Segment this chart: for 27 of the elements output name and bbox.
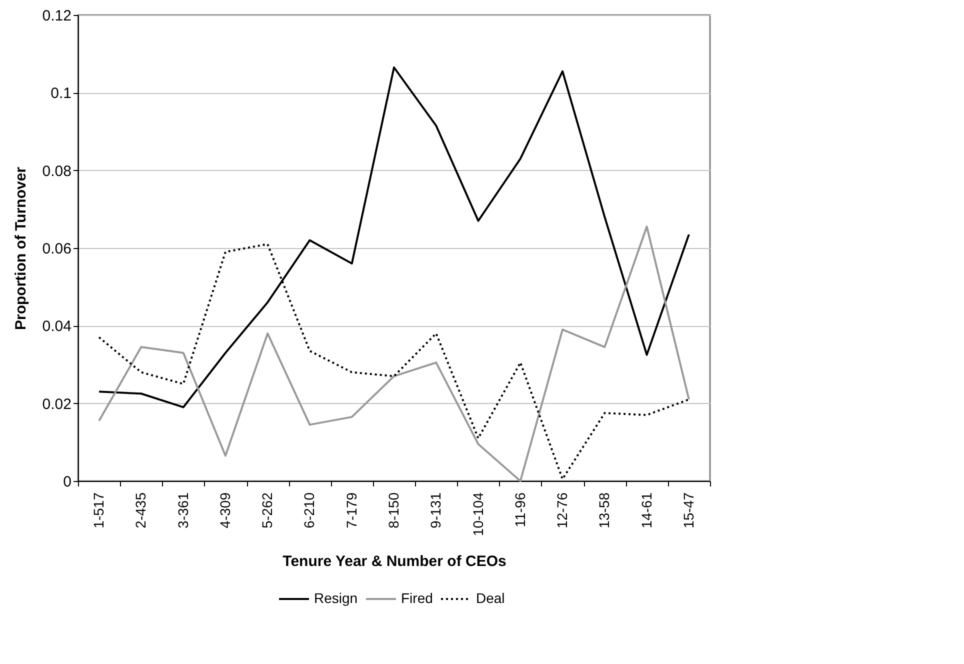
x-tick-label: 11-96 <box>512 492 528 528</box>
x-tick-label: 5-262 <box>259 492 276 528</box>
y-tick-label: 0.02 <box>42 396 72 413</box>
y-tick-label: 0.04 <box>42 318 72 336</box>
y-tick-label: 0 <box>63 474 72 490</box>
x-tick-label: 9-131 <box>428 492 444 528</box>
x-tick-label: 1-517 <box>90 492 107 528</box>
x-tick-label: 4-309 <box>216 492 233 528</box>
x-tick-label: 3-361 <box>174 492 191 528</box>
y-tick-label: 0.12 <box>42 8 72 24</box>
x-tick-label: 2-435 <box>132 492 149 528</box>
x-tick-label: 10-104 <box>470 492 486 536</box>
x-tick-label: 6-210 <box>301 492 318 528</box>
legend-label: Fired <box>401 590 433 606</box>
x-tick-label: 14-61 <box>638 492 654 528</box>
x-tick-label: 13-58 <box>596 492 612 528</box>
x-tick-label: 7-179 <box>343 492 360 528</box>
y-tick-label: 0.08 <box>42 162 72 180</box>
y-axis-title: Proportion of Turnover <box>12 166 30 330</box>
y-tick-label: 0.06 <box>42 240 72 258</box>
x-tick-label: 15-47 <box>680 492 696 528</box>
legend-label: Deal <box>476 590 505 606</box>
x-tick-label: 8-150 <box>386 492 402 528</box>
x-tick-label: 12-76 <box>554 492 570 528</box>
y-tick-label: 0.1 <box>50 85 72 102</box>
legend-label: Resign <box>314 590 358 606</box>
x-axis-title: Tenure Year & Number of CEOs <box>282 553 506 570</box>
